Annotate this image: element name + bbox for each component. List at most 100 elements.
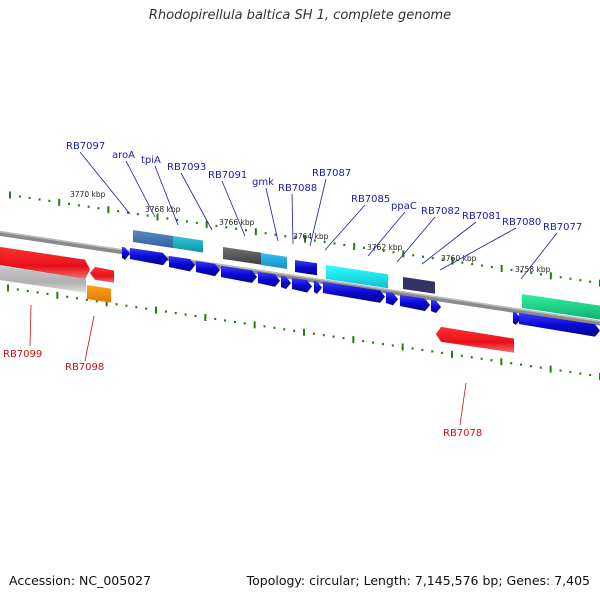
genome-backbone-highlight [0, 214, 600, 340]
outer-tick-minor [77, 204, 80, 207]
outer-tick-minor [18, 195, 21, 198]
forward-gene-label[interactable]: ppaC [391, 201, 417, 212]
outer-tick-major [107, 206, 110, 214]
inner-tick-minor [273, 326, 276, 329]
forward-gene-arrow[interactable] [280, 275, 292, 290]
forward-gene-label[interactable]: tpiA [141, 155, 161, 166]
inner-tick-minor [26, 289, 29, 293]
outer-tick-minor [176, 218, 179, 222]
inner-tick-major [500, 358, 503, 366]
inner-tick-minor [322, 334, 325, 337]
genome-summary-text: Topology: circular; Length: 7,145,576 bp… [246, 573, 590, 588]
leader-line [84, 315, 95, 362]
forward-gene-label[interactable]: gmk [252, 177, 274, 188]
forward-gene-arrow[interactable] [257, 271, 281, 288]
forward-gene-arrow[interactable] [195, 260, 221, 277]
reverse-gene-label[interactable]: RB7098 [65, 362, 104, 373]
tick-label: 3758 kbp [515, 265, 551, 274]
accession-text: Accession: NC_005027 [9, 573, 152, 588]
inner-tick-minor [490, 359, 493, 362]
outer-tick-minor [461, 261, 464, 264]
backbone-group [0, 214, 600, 344]
forward-gene-arrow[interactable] [291, 277, 313, 293]
leader-line [324, 204, 366, 251]
gene-layer [0, 230, 600, 353]
leader-line [154, 165, 179, 226]
forward-gene-label[interactable]: RB7097 [66, 141, 105, 152]
forward-gene-label[interactable]: RB7088 [278, 183, 317, 194]
forward-gene-arrow[interactable] [322, 281, 386, 304]
leader-line [421, 221, 477, 265]
forward-gene-label[interactable]: RB7085 [351, 194, 390, 205]
inner-tick-minor [372, 341, 375, 344]
outer-tick-minor [471, 262, 474, 266]
forward-gene-arrow[interactable] [168, 255, 196, 272]
inner-tick-minor [115, 303, 118, 306]
outer-tick-major [451, 257, 454, 265]
inner-tick-minor [579, 372, 582, 375]
inner-tick-minor [480, 357, 483, 360]
leader-layer [29, 151, 558, 426]
forward-gene-label[interactable]: aroA [112, 150, 135, 161]
outer-tick-minor [490, 265, 493, 269]
forward-gene-arrow[interactable] [220, 265, 258, 284]
inner-tick-minor [332, 335, 335, 338]
forward-gene-label[interactable]: RB7082 [421, 206, 460, 217]
outer-tick-major [549, 272, 552, 280]
forward-gene-arrow[interactable] [430, 299, 442, 314]
tick-label: 3760 kbp [441, 254, 477, 263]
leader-line [439, 227, 517, 271]
forward-gene-label[interactable]: RB7081 [462, 211, 501, 222]
forward-gene-arrow[interactable] [399, 294, 431, 312]
inner-tick-minor [312, 332, 315, 335]
outer-tick-minor [127, 211, 129, 214]
inner-tick-minor [145, 307, 148, 310]
inner-tick-minor [243, 322, 246, 325]
forward-gene-arrow[interactable] [121, 246, 131, 261]
tick-label: 3768 kbp [145, 205, 181, 214]
reverse-gene-label[interactable]: RB7099 [3, 349, 42, 360]
outer-tick-minor [48, 199, 51, 202]
forward-gene-label[interactable]: RB7080 [502, 217, 541, 228]
outer-tick-major [500, 264, 503, 272]
outer-tick-minor [323, 240, 326, 244]
forward-gene-arrow[interactable] [385, 291, 399, 306]
forward-gene-arrow[interactable] [512, 311, 522, 326]
outer-tick-major [254, 228, 257, 236]
inner-tick-minor [85, 298, 88, 301]
outer-tick-minor [510, 268, 513, 272]
leader-line [520, 232, 558, 280]
inner-tick-minor [125, 304, 128, 307]
inner-tick-major [352, 336, 355, 344]
inner-tick-minor [214, 317, 217, 321]
outer-tick-minor [294, 236, 297, 239]
leader-line [29, 304, 32, 347]
inner-tick-minor [36, 291, 39, 294]
leader-line [367, 211, 406, 257]
reverse-gene-arrow[interactable] [435, 326, 515, 353]
forward-gene-arrow[interactable] [129, 247, 169, 266]
leader-line [180, 172, 213, 231]
outer-tick-minor [431, 257, 434, 260]
forward-gene-label[interactable]: RB7077 [543, 222, 582, 233]
inner-tick-minor [391, 344, 394, 347]
outer-tick-minor [186, 220, 188, 223]
feature-block [403, 277, 435, 294]
reverse-gene-arrow[interactable] [0, 246, 91, 280]
forward-gene-arrow[interactable] [518, 312, 600, 337]
leader-line [459, 382, 467, 426]
forward-gene-label[interactable]: RB7093 [167, 162, 206, 173]
reverse-gene-arrow[interactable] [89, 266, 115, 283]
forward-gene-label[interactable]: RB7087 [312, 168, 351, 179]
outer-tick-minor [215, 224, 218, 227]
forward-gene-label[interactable]: RB7091 [208, 170, 247, 181]
outer-tick-minor [166, 217, 169, 220]
forward-gene-arrow[interactable] [313, 280, 323, 295]
inner-tick-minor [470, 356, 473, 359]
reverse-gene-label[interactable]: RB7078 [443, 428, 482, 439]
leader-line [79, 151, 131, 215]
tick-label: 3766 kbp [219, 218, 255, 227]
outer-tick-minor [441, 258, 444, 261]
inner-tick-minor [411, 347, 414, 350]
